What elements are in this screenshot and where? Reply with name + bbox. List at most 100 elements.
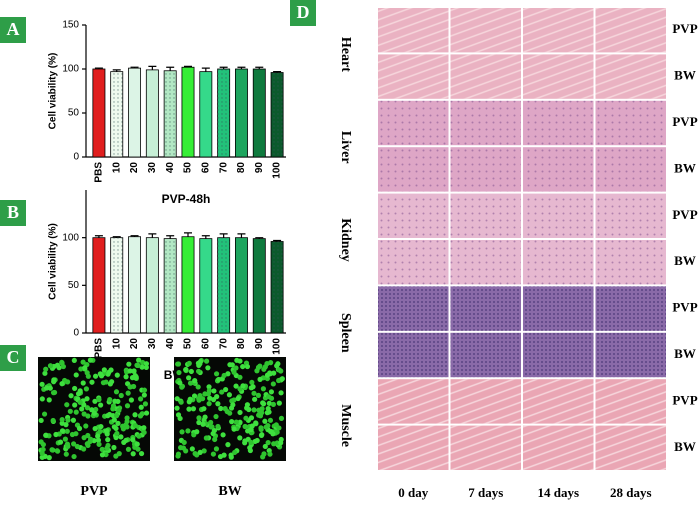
tissue-texture [523, 147, 594, 192]
cell [268, 395, 275, 401]
cell [105, 437, 111, 443]
cell [211, 388, 217, 394]
cell [237, 419, 243, 425]
y-axis-label: Cell viability (%) [48, 223, 59, 300]
cell [127, 368, 133, 374]
bar [92, 68, 106, 158]
tissue-texture [378, 332, 449, 378]
cell [203, 358, 210, 364]
bar [128, 67, 142, 158]
cell [206, 401, 212, 407]
x-tick-label: 30 [147, 162, 158, 174]
cell [38, 417, 44, 424]
cell [127, 384, 133, 390]
cell [143, 364, 149, 370]
cell [138, 404, 144, 410]
cell [192, 451, 198, 457]
x-tick-label: 30 [147, 338, 158, 350]
cell [43, 432, 49, 438]
x-tick-label: 90 [254, 162, 265, 174]
cell [73, 409, 79, 415]
cell [221, 452, 227, 458]
cell [67, 408, 73, 414]
cell [107, 397, 113, 403]
cell [123, 437, 129, 444]
cell [231, 426, 237, 432]
tissue-texture [595, 54, 666, 99]
cell [47, 363, 54, 369]
cell [53, 431, 59, 438]
y-tick-label: 0 [73, 328, 79, 339]
x-tick-label: 10 [111, 162, 122, 174]
cell [77, 399, 83, 405]
bar [92, 237, 106, 334]
x-tick-label: PBS [94, 162, 105, 183]
cell [251, 407, 257, 413]
cell [113, 434, 119, 441]
cell [60, 363, 67, 370]
cell [115, 420, 121, 426]
cell [59, 416, 65, 423]
cell [74, 443, 80, 450]
x-tick-label: 60 [200, 338, 211, 350]
cell [104, 445, 110, 451]
cell [47, 385, 53, 391]
cell [128, 397, 134, 403]
cell [248, 439, 254, 445]
cell [195, 384, 201, 390]
cell [260, 386, 267, 392]
cell [143, 361, 150, 367]
cell [189, 446, 195, 452]
cell [89, 407, 95, 413]
cell [80, 359, 86, 365]
tissue-texture [450, 54, 521, 99]
cell [79, 406, 85, 412]
cell [85, 413, 91, 419]
row-label: BW [674, 439, 696, 454]
organ-label: Heart [338, 37, 353, 72]
y-tick-label: 50 [68, 108, 80, 119]
cell [225, 442, 231, 448]
cell [82, 365, 88, 371]
cell [118, 392, 124, 399]
cell [71, 453, 77, 460]
cell [83, 423, 89, 429]
cell [43, 366, 49, 372]
cell [255, 392, 262, 398]
cell [72, 402, 78, 408]
column-label: 7 days [468, 485, 503, 500]
cell [57, 439, 64, 445]
tissue-texture [378, 425, 449, 470]
cell [177, 380, 183, 386]
error-bar [112, 236, 121, 238]
cell [232, 449, 238, 456]
cell [103, 379, 109, 385]
bar-texture [164, 70, 177, 157]
cell [114, 372, 120, 378]
x-tick-label: PBS [94, 338, 105, 359]
y-tick-label: 50 [68, 280, 80, 291]
cell [247, 447, 253, 454]
cell [265, 405, 271, 412]
cell [51, 379, 57, 385]
x-tick-label: 70 [218, 338, 229, 350]
cell [196, 397, 202, 403]
panel-letter: A [7, 19, 20, 39]
tissue-texture [450, 332, 521, 378]
cell [186, 375, 192, 381]
cell [132, 422, 138, 429]
cell [219, 389, 225, 395]
tissue-texture [523, 332, 594, 378]
cell [135, 446, 141, 452]
cell [71, 441, 77, 447]
error-bar [130, 235, 139, 237]
cell [206, 384, 212, 390]
cell [227, 362, 233, 368]
cell [253, 420, 259, 426]
cell [233, 383, 239, 389]
cell [71, 357, 77, 364]
tissue-texture [595, 193, 666, 238]
cell [248, 415, 255, 421]
tissue-texture [450, 240, 521, 285]
